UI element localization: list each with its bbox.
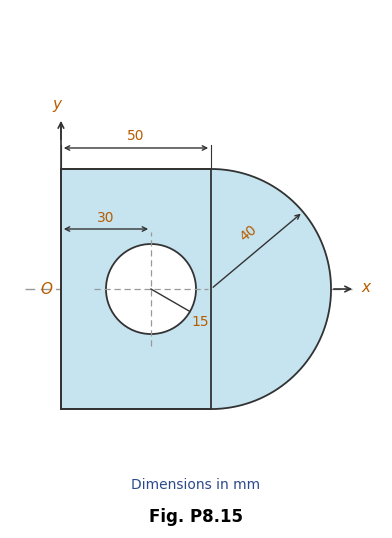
Text: 40: 40 (237, 223, 259, 244)
Polygon shape (211, 169, 331, 409)
Text: x: x (361, 280, 370, 295)
Circle shape (106, 244, 196, 334)
Text: Dimensions in mm: Dimensions in mm (131, 478, 261, 492)
Bar (61, 169, 211, 409)
Text: 50: 50 (127, 130, 145, 144)
Text: 30: 30 (97, 210, 115, 224)
Text: y: y (52, 97, 61, 112)
Bar (61, 169, 211, 409)
Text: 15: 15 (191, 315, 209, 329)
Text: Fig. P8.15: Fig. P8.15 (149, 508, 243, 526)
Text: O: O (40, 281, 52, 296)
